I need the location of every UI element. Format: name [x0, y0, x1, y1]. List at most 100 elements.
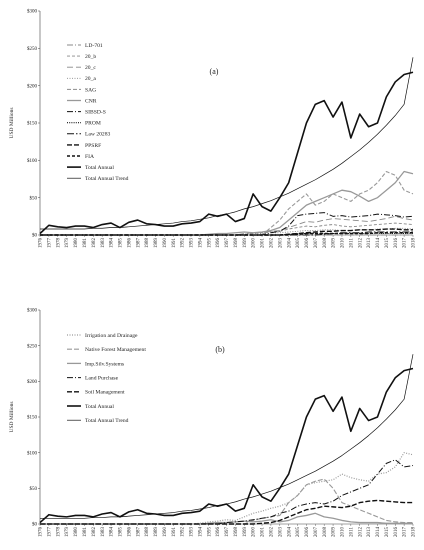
x-tick-label: 1976 — [39, 238, 44, 249]
series-line-land-purchase — [40, 459, 414, 525]
x-tick-label: 1997 — [225, 238, 230, 249]
x-tick-label: 1987 — [136, 238, 141, 249]
legend-label-total-annual: Total Annual — [85, 165, 114, 171]
legend-label-sibsd-s: SIBSD-S — [85, 110, 106, 116]
x-tick-label: 1992 — [181, 527, 186, 538]
x-tick-label: 1999 — [243, 238, 248, 249]
x-tick-label: 1993 — [190, 527, 195, 538]
x-tick-label: 2014 — [376, 238, 381, 249]
y-tick-label: $250 — [27, 344, 38, 349]
x-tick-label: 2005 — [296, 527, 301, 538]
x-tick-label: 2001 — [261, 527, 266, 538]
x-tick-label: 2000 — [252, 238, 257, 249]
x-tick-label: 2004 — [287, 527, 292, 538]
series-line-total-annual-trend — [40, 354, 414, 519]
x-tick-label: 1979 — [65, 238, 70, 249]
legend-label-prom: PROM — [85, 121, 101, 127]
x-tick-label: 2018 — [412, 238, 417, 249]
x-tick-label: 1996 — [216, 527, 221, 538]
y-tick-label: $50 — [30, 487, 38, 492]
legend-label-soil-management: Soil Management — [85, 390, 125, 396]
series-line-fia — [40, 232, 413, 236]
x-tick-label: 2010 — [341, 527, 346, 538]
x-tick-label: 1993 — [190, 238, 195, 249]
y-tick-label: $200 — [27, 380, 38, 385]
x-tick-label: 1989 — [154, 238, 159, 249]
x-tick-label: 2006 — [305, 238, 310, 249]
legend-label-land-purchase: Land Purchase — [85, 376, 119, 382]
x-tick-label: 1983 — [101, 527, 106, 538]
x-tick-label: 2007 — [314, 238, 319, 249]
legend-label-fia: FIA — [85, 154, 94, 160]
x-tick-label: 1991 — [172, 238, 177, 249]
x-tick-label: 2017 — [403, 527, 408, 538]
x-tick-label: 2003 — [278, 238, 283, 249]
x-tick-label: 2016 — [394, 238, 399, 249]
x-tick-label: 2014 — [376, 527, 381, 538]
x-tick-label: 1979 — [65, 527, 70, 538]
x-tick-label: 1987 — [136, 527, 141, 538]
legend-label-cnr: CNR — [85, 98, 97, 104]
x-tick-label: 1981 — [83, 527, 88, 538]
x-tick-label: 1994 — [198, 238, 203, 249]
x-tick-label: 1998 — [234, 238, 239, 249]
x-tick-label: 1996 — [216, 238, 221, 249]
x-tick-label: 2001 — [261, 238, 266, 249]
legend-label-ppsrf: PPSRF — [85, 143, 101, 149]
x-tick-label: 1984 — [110, 527, 115, 538]
x-tick-label: 1980 — [74, 238, 79, 249]
y-axis-label: USD Millions — [9, 401, 15, 432]
x-tick-label: 2015 — [385, 238, 390, 249]
x-tick-label: 1982 — [92, 238, 97, 249]
chart-panel-b: $0 $50 $100 $150 $200 $250 $300 USD Millions 197… — [9, 309, 417, 537]
panel-label: (a) — [210, 67, 219, 76]
y-tick-label: $0 — [32, 234, 38, 239]
x-tick-label: 1984 — [110, 238, 115, 249]
x-tick-label: 1982 — [92, 527, 97, 538]
x-tick-label: 2002 — [270, 527, 275, 538]
x-tick-label: 2012 — [358, 238, 363, 249]
y-tick-label: $100 — [27, 451, 38, 456]
y-tick-label: $300 — [27, 10, 38, 15]
legend-label-imp-silv-systems: Imp.Silv.Systems — [85, 361, 124, 367]
y-tick-label: $150 — [27, 416, 38, 421]
legend-label-total-annual: Total Annual — [85, 404, 114, 410]
x-tick-label: 2015 — [385, 527, 390, 538]
x-tick-label: 1991 — [172, 527, 177, 538]
legend-label-ld-701: LD-701 — [85, 43, 103, 49]
x-tick-label: 1998 — [234, 527, 239, 538]
x-tick-label: 1986 — [127, 238, 132, 249]
x-tick-label: 2013 — [367, 238, 372, 249]
x-tick-label: 2018 — [412, 527, 417, 538]
x-tick-label: 2007 — [314, 527, 319, 538]
legend-label-law-20283: Law 20283 — [85, 132, 111, 138]
x-tick-label: 2011 — [349, 238, 354, 248]
y-tick-label: $100 — [27, 159, 38, 164]
x-tick-label: 2009 — [332, 527, 337, 538]
y-axis-label: USD Millions — [9, 107, 15, 138]
x-tick-label: 1999 — [243, 527, 248, 538]
x-tick-label: 2010 — [341, 238, 346, 249]
series-line-imp-silv-systems — [40, 512, 413, 525]
panel-label: (b) — [215, 345, 225, 354]
y-tick-label: $250 — [27, 47, 38, 52]
series-line-20-c — [40, 215, 414, 236]
y-tick-label: $50 — [30, 196, 38, 201]
x-tick-label: 2005 — [296, 238, 301, 249]
x-tick-label: 2008 — [323, 238, 328, 249]
legend-label-total-annual-trend: Total Annual Trend — [85, 418, 129, 424]
legend-label-20-c: 20_c — [85, 65, 96, 71]
x-tick-label: 2013 — [367, 527, 372, 538]
x-tick-label: 2012 — [358, 527, 363, 538]
legend-label-20-a: 20_a — [85, 76, 96, 82]
y-tick-label: $200 — [27, 84, 38, 89]
x-tick-label: 1976 — [39, 527, 44, 538]
legend-label-20-b: 20_b — [85, 54, 96, 60]
x-tick-label: 1995 — [207, 238, 212, 249]
x-tick-label: 1997 — [225, 527, 230, 538]
x-tick-label: 2008 — [323, 527, 328, 538]
x-tick-label: 1990 — [163, 238, 168, 249]
x-tick-label: 1988 — [145, 238, 150, 249]
x-tick-label: 1986 — [127, 527, 132, 538]
